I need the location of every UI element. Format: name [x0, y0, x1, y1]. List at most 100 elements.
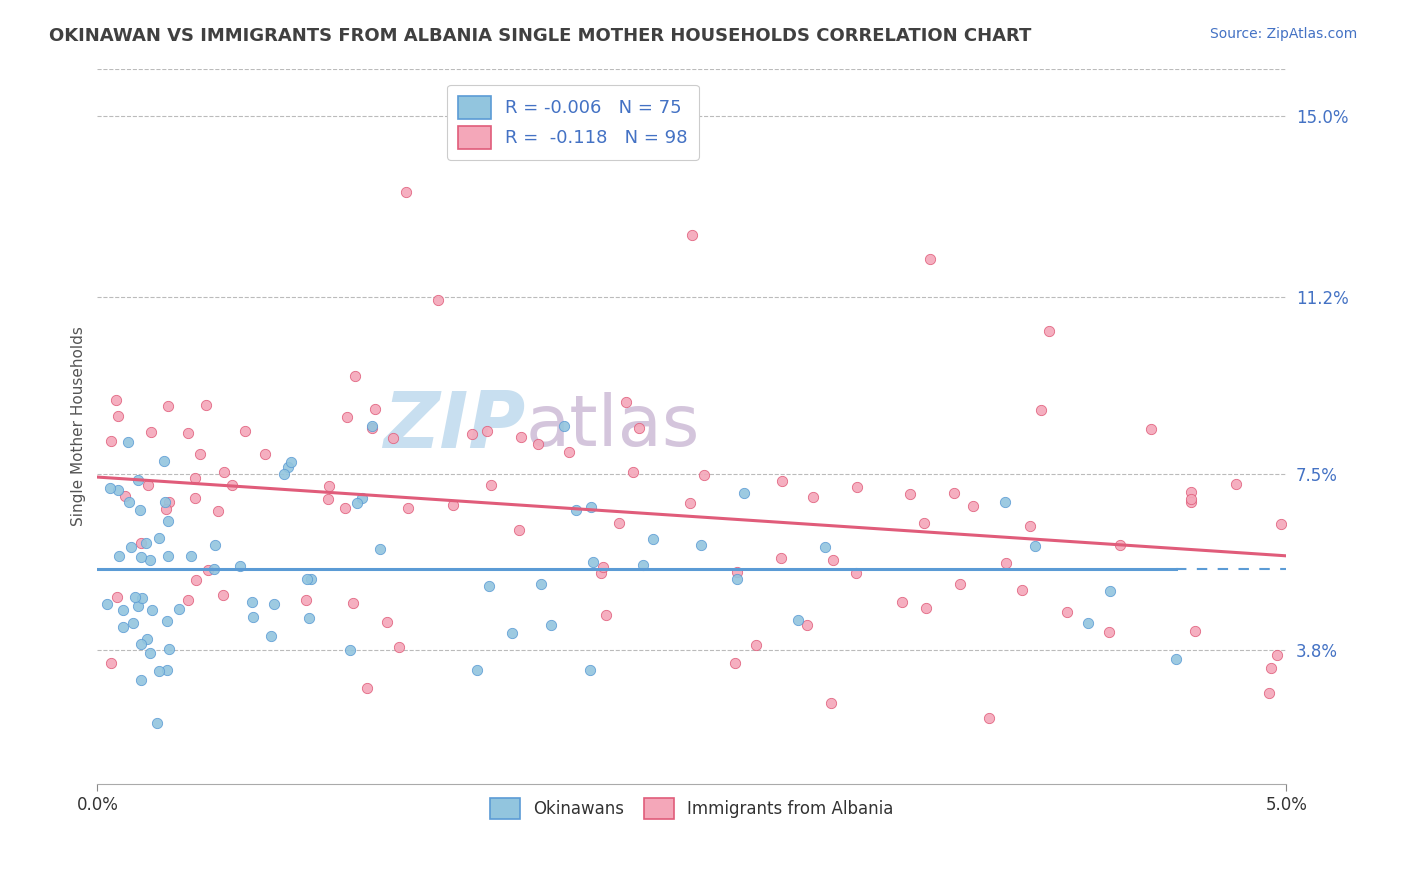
Point: [146, 715, 169, 730]
Point: [426, 293, 449, 307]
Point: [395, 186, 418, 200]
Point: [628, 420, 651, 434]
Point: [890, 595, 912, 609]
Point: [508, 523, 530, 537]
Point: [233, 425, 256, 439]
Point: [335, 501, 357, 516]
Point: [280, 455, 302, 469]
Point: [1056, 605, 1078, 619]
Point: [529, 576, 551, 591]
Point: [295, 592, 318, 607]
Point: [478, 579, 501, 593]
Point: [277, 459, 299, 474]
Point: [1019, 519, 1042, 533]
Point: [207, 504, 229, 518]
Point: [368, 542, 391, 557]
Point: [105, 392, 128, 407]
Point: [135, 536, 157, 550]
Point: [733, 486, 755, 500]
Point: [1140, 422, 1163, 436]
Point: [962, 499, 984, 513]
Point: [148, 531, 170, 545]
Point: [135, 632, 157, 646]
Point: [898, 486, 921, 500]
Point: [441, 499, 464, 513]
Point: [221, 477, 243, 491]
Point: [1265, 648, 1288, 663]
Point: [316, 491, 339, 506]
Point: [204, 538, 226, 552]
Point: [994, 495, 1017, 509]
Point: [540, 618, 562, 632]
Point: [167, 602, 190, 616]
Point: [1260, 660, 1282, 674]
Point: [1011, 583, 1033, 598]
Point: [107, 409, 129, 423]
Point: [609, 516, 631, 531]
Point: [681, 228, 703, 243]
Point: [725, 572, 748, 586]
Point: [111, 620, 134, 634]
Point: [692, 468, 714, 483]
Point: [479, 478, 502, 492]
Point: [361, 419, 384, 434]
Point: [129, 535, 152, 549]
Point: [527, 436, 550, 450]
Point: [1109, 537, 1132, 551]
Point: [254, 447, 277, 461]
Point: [1098, 584, 1121, 599]
Text: atlas: atlas: [526, 392, 700, 460]
Text: OKINAWAN VS IMMIGRANTS FROM ALBANIA SINGLE MOTHER HOUSEHOLDS CORRELATION CHART: OKINAWAN VS IMMIGRANTS FROM ALBANIA SING…: [49, 27, 1032, 45]
Point: [177, 593, 200, 607]
Point: [129, 673, 152, 687]
Point: [592, 560, 614, 574]
Point: [188, 447, 211, 461]
Point: [120, 540, 142, 554]
Point: [565, 503, 588, 517]
Point: [184, 573, 207, 587]
Point: [770, 474, 793, 488]
Point: [240, 595, 263, 609]
Point: [342, 596, 364, 610]
Point: [212, 588, 235, 602]
Text: ZIP: ZIP: [384, 388, 526, 464]
Point: [578, 664, 600, 678]
Point: [180, 549, 202, 563]
Point: [242, 610, 264, 624]
Point: [139, 425, 162, 439]
Point: [273, 467, 295, 481]
Point: [339, 643, 361, 657]
Point: [343, 369, 366, 384]
Point: [141, 602, 163, 616]
Point: [194, 398, 217, 412]
Point: [949, 577, 972, 591]
Point: [725, 566, 748, 580]
Point: [129, 503, 152, 517]
Point: [994, 556, 1017, 570]
Point: [153, 454, 176, 468]
Point: [136, 478, 159, 492]
Point: [346, 495, 368, 509]
Point: [122, 616, 145, 631]
Point: [679, 496, 702, 510]
Point: [156, 514, 179, 528]
Point: [914, 601, 936, 615]
Point: [912, 516, 935, 530]
Point: [553, 419, 575, 434]
Point: [360, 421, 382, 435]
Point: [803, 490, 825, 504]
Point: [157, 642, 180, 657]
Point: [263, 597, 285, 611]
Point: [156, 399, 179, 413]
Point: [157, 495, 180, 509]
Point: [156, 663, 179, 677]
Point: [260, 630, 283, 644]
Point: [111, 603, 134, 617]
Point: [100, 481, 122, 495]
Point: [1225, 477, 1247, 491]
Point: [382, 431, 405, 445]
Point: [298, 611, 321, 625]
Point: [105, 591, 128, 605]
Point: [475, 424, 498, 438]
Point: [184, 491, 207, 505]
